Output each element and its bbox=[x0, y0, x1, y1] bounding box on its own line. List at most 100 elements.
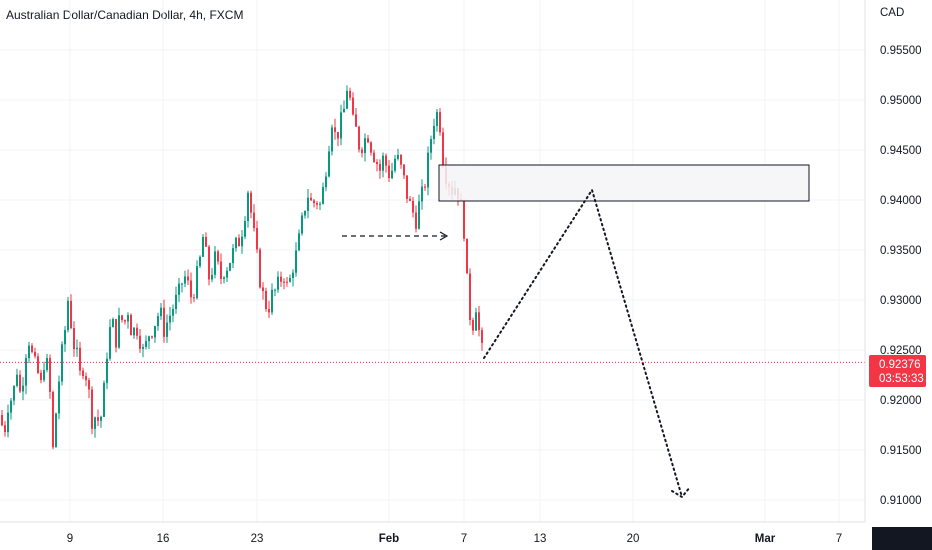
last-price-value: 0.92376 bbox=[879, 359, 921, 371]
logo-block bbox=[872, 527, 932, 550]
candle-body bbox=[1, 415, 3, 426]
candle-body bbox=[148, 336, 150, 342]
candle-body bbox=[292, 272, 294, 279]
projection-path[interactable] bbox=[483, 187, 683, 498]
candle-body bbox=[364, 138, 366, 153]
candle-body bbox=[31, 345, 33, 352]
candle-body bbox=[238, 237, 240, 247]
y-tick-label: 0.95500 bbox=[880, 45, 922, 57]
candle-body bbox=[82, 370, 84, 377]
candle-body bbox=[37, 356, 39, 373]
candle-body bbox=[109, 327, 111, 359]
candle-body bbox=[172, 309, 174, 316]
candle-body bbox=[466, 238, 468, 274]
x-tick-label: 7 bbox=[461, 533, 467, 545]
candle-body bbox=[178, 283, 180, 295]
candle-body bbox=[223, 277, 225, 279]
candle-body bbox=[406, 175, 408, 199]
candle-body bbox=[133, 327, 135, 336]
candle-body bbox=[421, 186, 423, 202]
currency-label: CAD bbox=[880, 7, 904, 19]
candle-body bbox=[157, 316, 159, 327]
candle-body bbox=[49, 358, 51, 392]
y-axis[interactable]: 0.95500 0.95000 0.94500 0.94000 0.93500 0.930… bbox=[880, 45, 922, 507]
candle-body bbox=[352, 97, 354, 115]
candle-body bbox=[106, 358, 108, 383]
candle-body bbox=[427, 152, 429, 188]
candle-body bbox=[319, 203, 321, 205]
annotations bbox=[342, 164, 810, 499]
y-tick-label: 0.95000 bbox=[880, 95, 922, 107]
x-tick-label: 13 bbox=[534, 533, 547, 545]
candle-body bbox=[13, 385, 15, 401]
y-tick-label: 0.91000 bbox=[880, 495, 922, 507]
candle-body bbox=[121, 315, 123, 321]
candle-body bbox=[343, 108, 345, 113]
candle-body bbox=[220, 261, 222, 279]
candle-body bbox=[196, 266, 198, 299]
candle-body bbox=[265, 290, 267, 310]
candle-body bbox=[388, 165, 390, 179]
candle-body bbox=[142, 346, 144, 349]
candle-body bbox=[211, 274, 213, 280]
candle-body bbox=[250, 192, 252, 213]
candle-body bbox=[295, 250, 297, 273]
candle-body bbox=[376, 161, 378, 165]
candle-body bbox=[46, 358, 48, 371]
x-tick-label: 16 bbox=[157, 533, 170, 545]
candle-body bbox=[10, 400, 12, 413]
candle-body bbox=[244, 220, 246, 237]
candle-body bbox=[7, 412, 9, 433]
y-tick-label: 0.94000 bbox=[880, 195, 922, 207]
candle-body bbox=[310, 197, 312, 201]
y-tick-label: 0.93000 bbox=[880, 295, 922, 307]
candle-body bbox=[67, 300, 69, 331]
candle-body bbox=[160, 307, 162, 317]
candle-body bbox=[301, 215, 303, 234]
candle-body bbox=[412, 200, 414, 213]
candle-body bbox=[331, 127, 333, 152]
y-tick-label: 0.92500 bbox=[880, 345, 922, 357]
candle-body bbox=[307, 197, 309, 211]
candle-body bbox=[391, 170, 393, 179]
candle-body bbox=[481, 330, 483, 343]
candle-body bbox=[397, 154, 399, 159]
candle-body bbox=[91, 389, 93, 429]
candle-body bbox=[286, 281, 288, 283]
candles bbox=[1, 85, 483, 450]
candle-body bbox=[235, 237, 237, 249]
candle-body bbox=[139, 335, 141, 349]
candle-body bbox=[418, 201, 420, 229]
candle-body bbox=[400, 154, 402, 165]
candle-body bbox=[100, 416, 102, 421]
y-tick-label: 0.93500 bbox=[880, 245, 922, 257]
candle-body bbox=[361, 149, 363, 153]
candle-body bbox=[268, 309, 270, 313]
chart-title: Australian Dollar/Canadian Dollar, 4h, F… bbox=[6, 8, 244, 22]
candle-body bbox=[313, 200, 315, 204]
resistance-zone[interactable] bbox=[438, 164, 810, 202]
x-tick-label: 23 bbox=[251, 533, 264, 545]
candle-body bbox=[475, 312, 477, 331]
candle-body bbox=[112, 319, 114, 328]
candle-body bbox=[61, 344, 63, 382]
candle-body bbox=[64, 330, 66, 345]
candle-body bbox=[187, 276, 189, 281]
candle-body bbox=[184, 276, 186, 284]
candle-body bbox=[166, 322, 168, 337]
x-tick-label: Feb bbox=[379, 533, 399, 545]
candle-body bbox=[298, 233, 300, 251]
candle-body bbox=[181, 283, 183, 285]
candle-body bbox=[79, 347, 81, 371]
candle-body bbox=[40, 372, 42, 381]
dashed-arrow-head bbox=[439, 231, 449, 241]
candle-body bbox=[226, 270, 228, 278]
candle-body bbox=[316, 203, 318, 205]
candle-body bbox=[163, 307, 165, 337]
candle-body bbox=[283, 281, 285, 283]
x-axis[interactable]: 9 16 23 Feb 7 13 20 Mar 7 bbox=[67, 533, 842, 545]
candle-body bbox=[256, 228, 258, 250]
candle-body bbox=[328, 151, 330, 177]
candle-body bbox=[247, 192, 249, 221]
